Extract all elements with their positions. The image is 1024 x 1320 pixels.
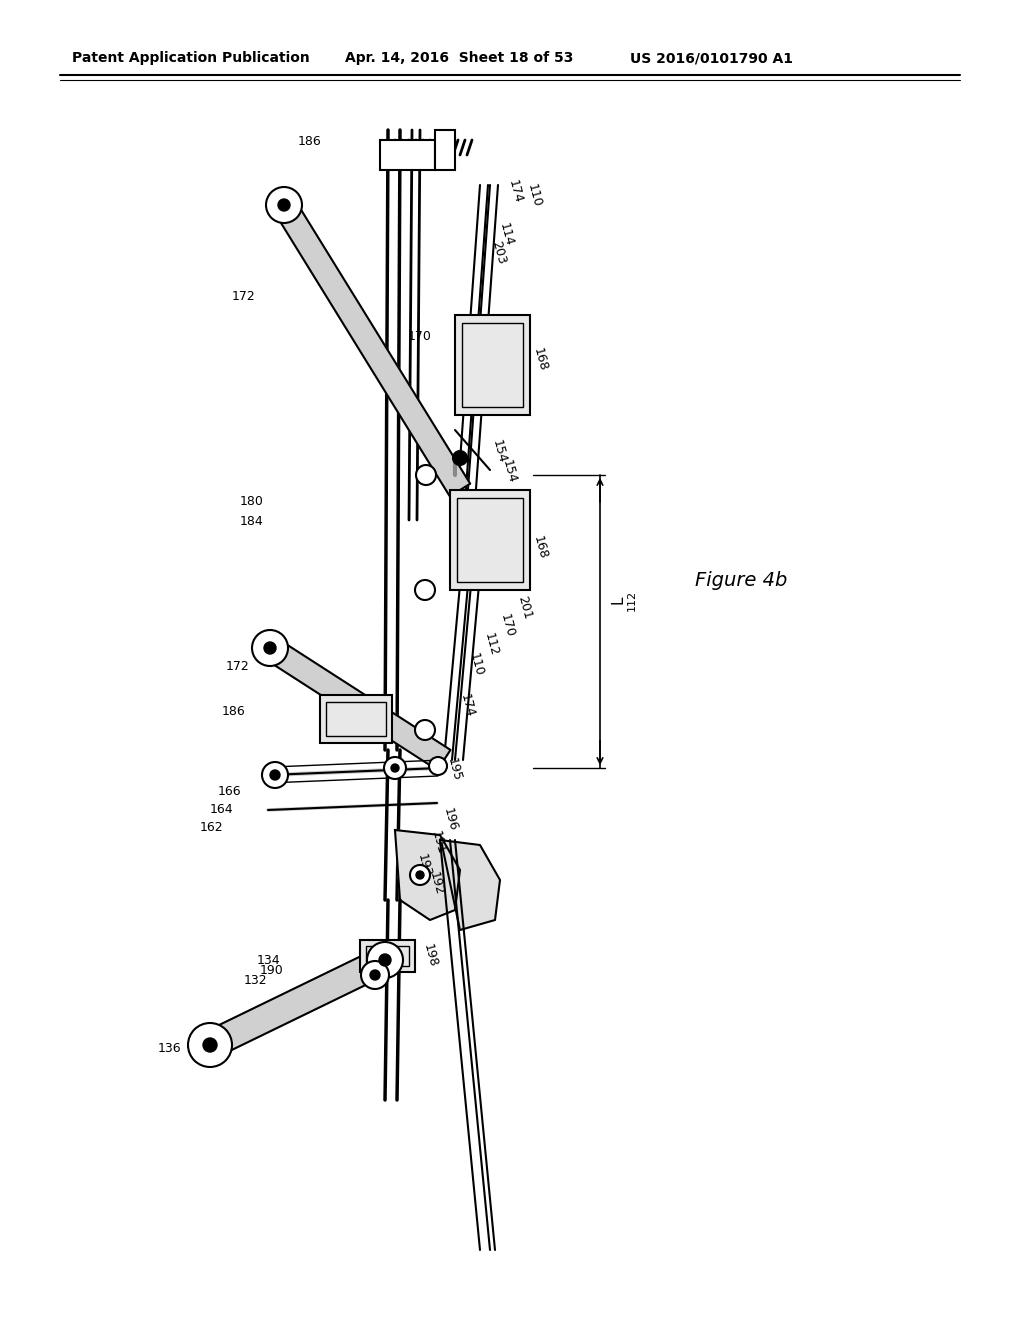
Text: 154: 154 [500, 459, 518, 486]
Bar [457, 498, 523, 582]
Circle shape [453, 451, 467, 465]
Text: 168: 168 [530, 347, 549, 374]
Text: 195: 195 [444, 756, 463, 783]
Text: 132: 132 [244, 974, 267, 987]
Text: 191: 191 [429, 830, 447, 857]
Text: 174: 174 [458, 693, 476, 719]
Text: 203: 203 [489, 240, 508, 267]
Text: 170: 170 [498, 612, 516, 639]
Text: 170: 170 [408, 330, 432, 343]
Text: 110: 110 [524, 183, 544, 209]
Circle shape [266, 187, 302, 223]
Text: 172: 172 [232, 290, 256, 304]
Text: 186: 186 [298, 135, 322, 148]
Text: 172: 172 [226, 660, 250, 673]
Text: 134: 134 [257, 954, 281, 968]
Text: 192: 192 [427, 871, 445, 898]
Circle shape [252, 630, 288, 667]
Text: US 2016/0101790 A1: US 2016/0101790 A1 [630, 51, 793, 65]
Circle shape [278, 199, 290, 211]
Circle shape [429, 756, 447, 775]
Circle shape [391, 764, 399, 772]
Circle shape [384, 756, 406, 779]
Circle shape [416, 871, 424, 879]
Bar [462, 323, 523, 407]
Text: 110: 110 [467, 652, 485, 678]
Circle shape [270, 770, 280, 780]
Text: Figure 4b: Figure 4b [695, 570, 787, 590]
Bar [326, 702, 386, 737]
Text: 193: 193 [415, 853, 433, 879]
Bar [319, 696, 392, 743]
Circle shape [262, 762, 288, 788]
Circle shape [361, 961, 389, 989]
Text: 168: 168 [530, 535, 549, 561]
Circle shape [188, 1023, 232, 1067]
Circle shape [203, 1038, 217, 1052]
Bar [435, 129, 455, 170]
Text: 154: 154 [489, 438, 508, 465]
Text: 112: 112 [627, 590, 637, 611]
Circle shape [410, 865, 430, 884]
Text: 174: 174 [506, 178, 524, 205]
Text: 198: 198 [421, 942, 439, 969]
Text: 114: 114 [497, 222, 515, 248]
Circle shape [367, 942, 403, 978]
Text: 196: 196 [440, 807, 460, 833]
Text: 184: 184 [240, 515, 264, 528]
Text: Patent Application Publication: Patent Application Publication [72, 51, 309, 65]
Text: 186: 186 [222, 705, 246, 718]
Circle shape [415, 579, 435, 601]
Text: 190: 190 [260, 964, 284, 977]
Polygon shape [440, 840, 500, 931]
Circle shape [379, 954, 391, 966]
Text: 180: 180 [240, 495, 264, 508]
Circle shape [416, 465, 436, 484]
Text: 136: 136 [158, 1041, 181, 1055]
Bar [360, 940, 415, 972]
Polygon shape [204, 948, 391, 1057]
Polygon shape [395, 830, 460, 920]
Text: 164: 164 [210, 803, 233, 816]
Text: 166: 166 [218, 785, 242, 799]
Text: Apr. 14, 2016  Sheet 18 of 53: Apr. 14, 2016 Sheet 18 of 53 [345, 51, 573, 65]
Bar [366, 946, 409, 966]
Polygon shape [263, 638, 451, 770]
Bar [380, 140, 435, 170]
Bar [450, 490, 530, 590]
Text: 162: 162 [200, 821, 223, 834]
Text: 201: 201 [516, 595, 535, 622]
Polygon shape [273, 199, 470, 496]
Text: 112: 112 [481, 632, 501, 659]
Circle shape [370, 970, 380, 979]
Circle shape [415, 719, 435, 741]
Bar [455, 315, 530, 414]
Text: L: L [610, 595, 626, 605]
Circle shape [264, 642, 276, 653]
